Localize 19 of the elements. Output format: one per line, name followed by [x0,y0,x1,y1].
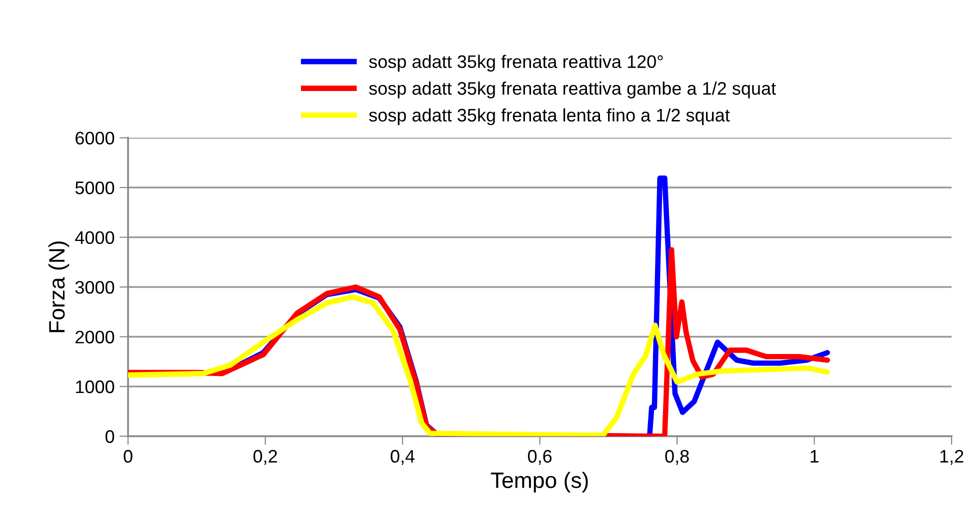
y-tick-label: 1000 [76,380,114,394]
x-tick-label: 1 [810,450,818,463]
y-tick-label: 6000 [76,132,114,145]
x-tick-label: 0 [124,450,132,463]
x-axis-title: Tempo (s) [490,472,588,493]
x-tick-label: 1,2 [940,450,964,465]
y-tick-label: 4000 [75,231,114,244]
y-tick-label: 0 [106,430,114,443]
legend-label: sosp adatt 35kg frenata lenta fino a 1/2 squat [369,108,730,126]
x-tick-label: 0,8 [665,450,689,465]
y-axis-title: Forza (N) [48,241,70,332]
x-tick-label: 0,6 [528,450,552,465]
x-tick-label: 0,2 [253,450,277,465]
legend-label: sosp adatt 35kg frenata reattiva 120° [369,54,663,72]
legend-label: sosp adatt 35kg frenata reattiva gambe a 1/2 squat [369,82,776,98]
x-tick-label: 0,4 [390,450,415,465]
y-tick-label: 2000 [76,330,114,344]
y-tick-label: 3000 [75,280,114,294]
y-tick-label: 5000 [75,181,114,194]
